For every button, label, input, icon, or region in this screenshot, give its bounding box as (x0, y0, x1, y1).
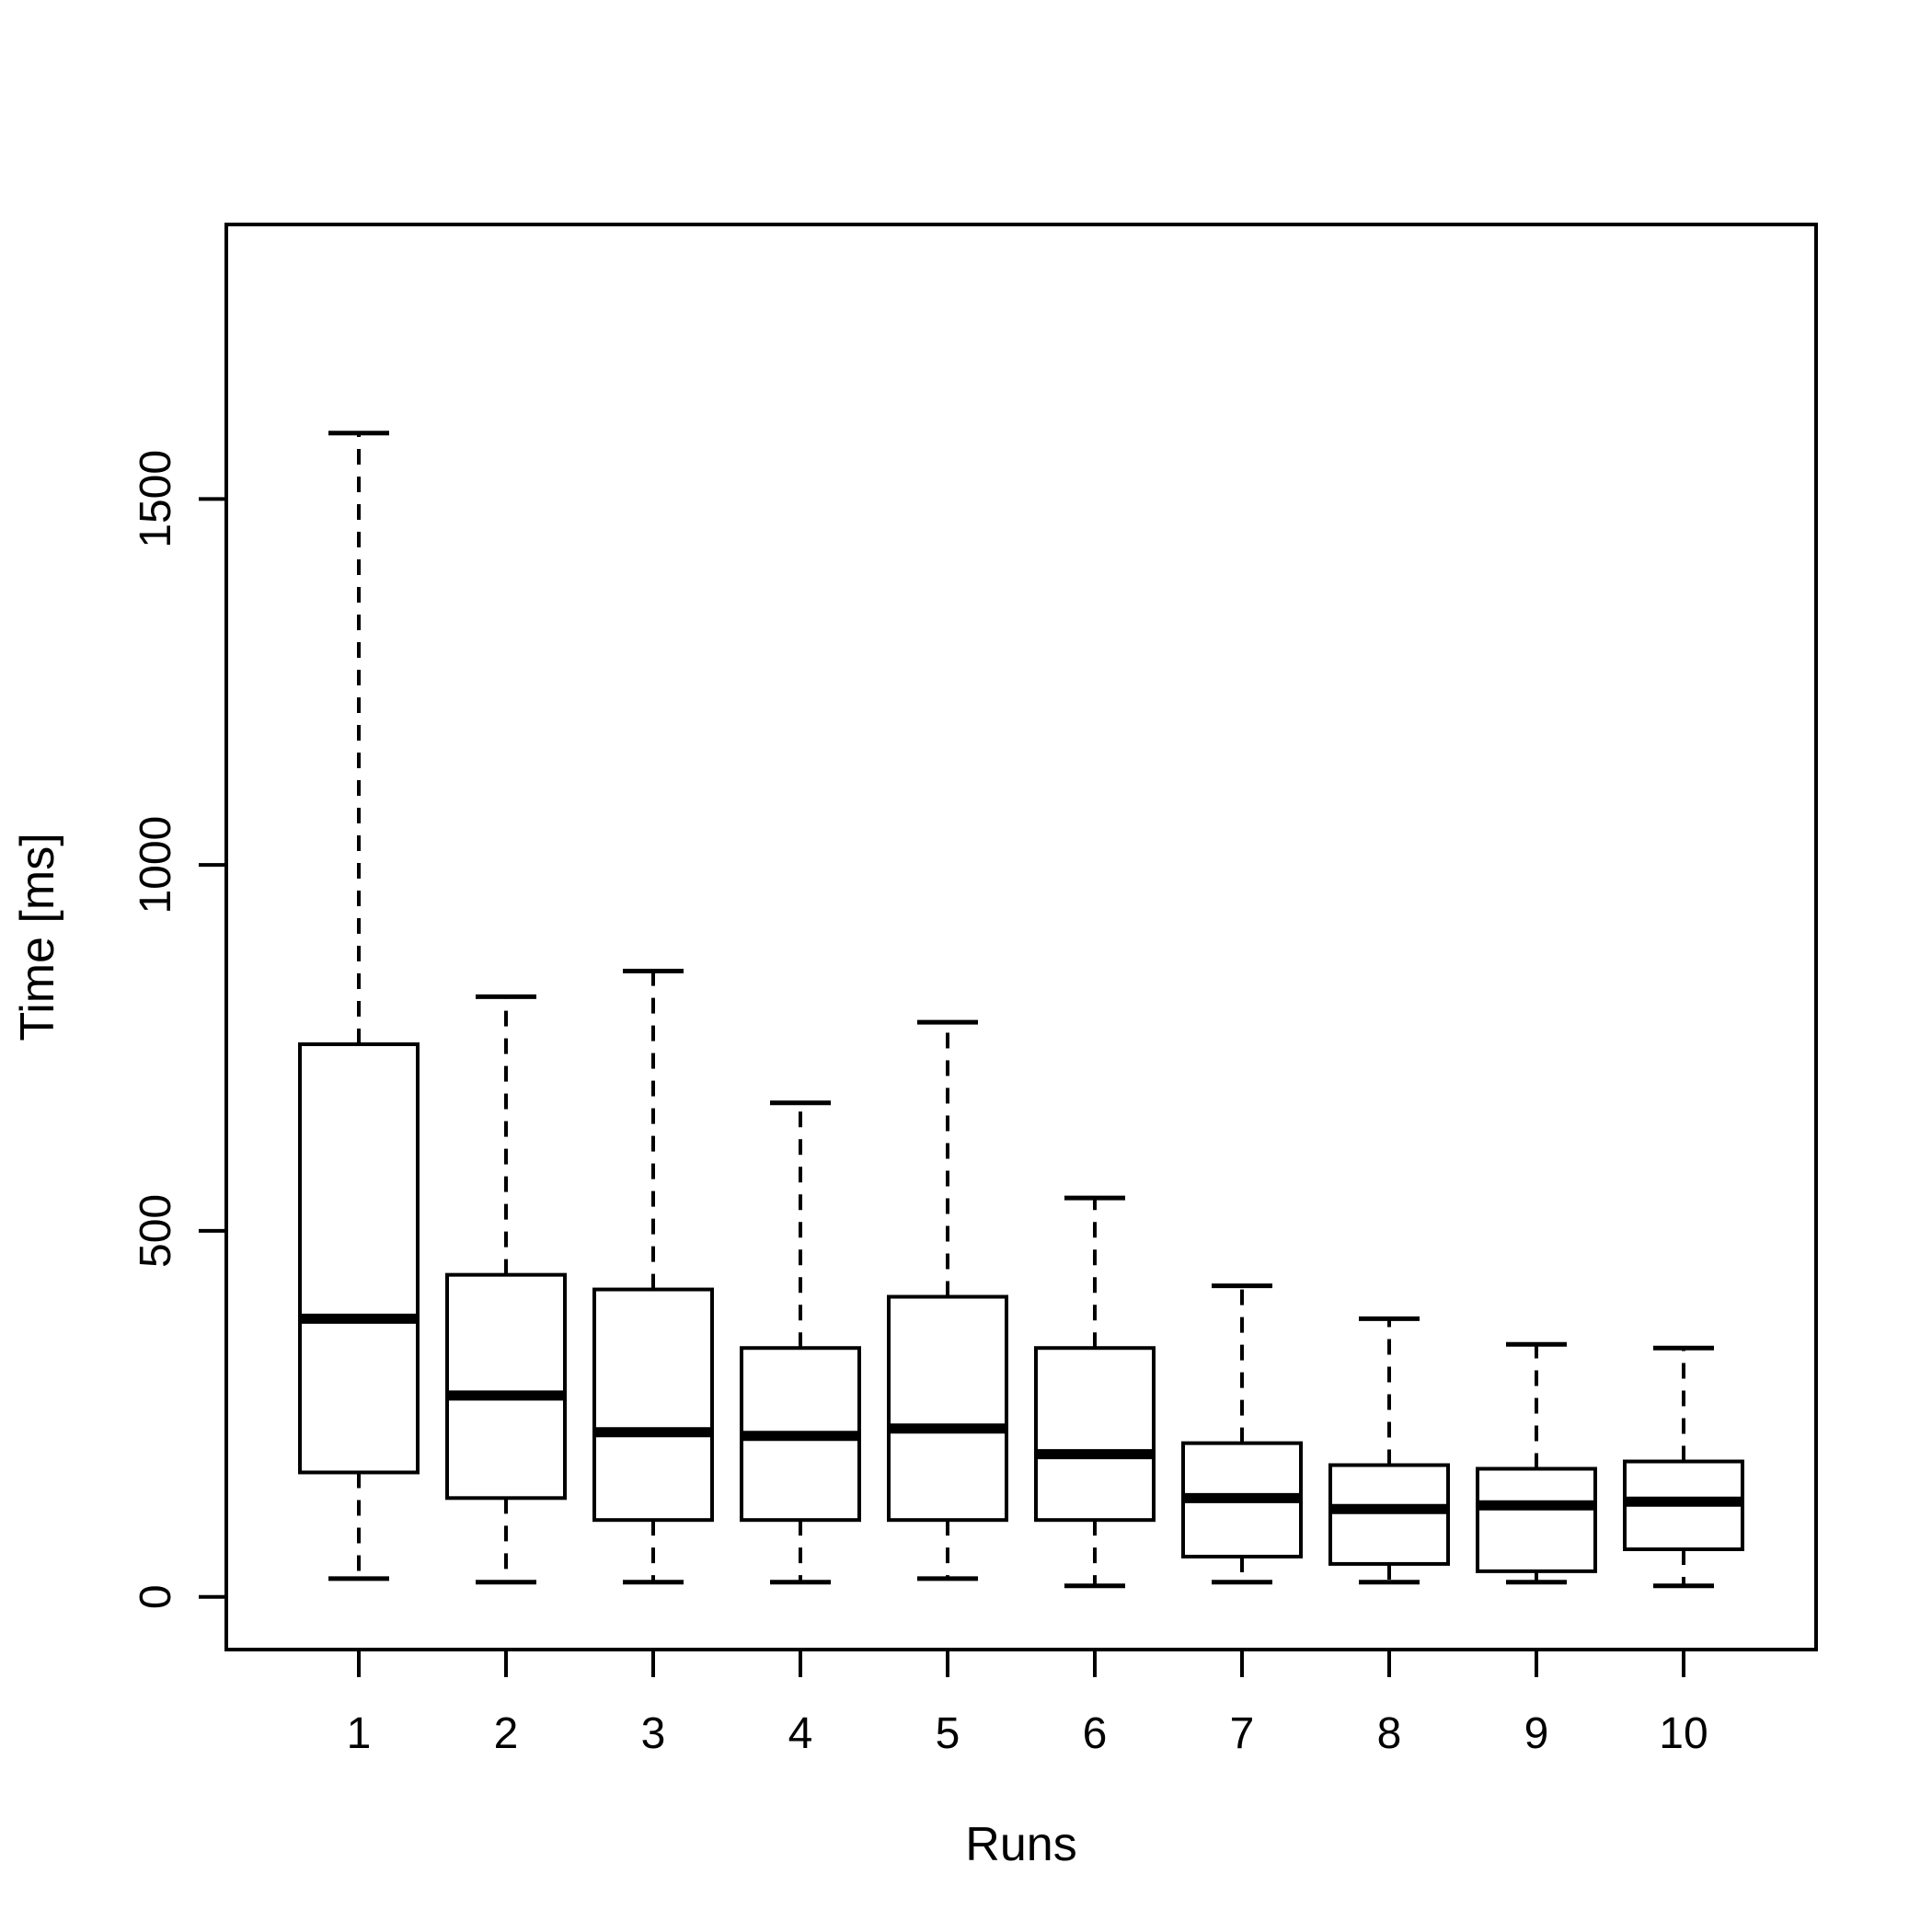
x-axis-label: Runs (965, 1818, 1076, 1871)
box-run-2 (445, 1272, 567, 1501)
box-run-5 (887, 1294, 1008, 1523)
x-tick-label-2: 2 (494, 1709, 519, 1758)
box-run-9 (1476, 1466, 1597, 1573)
x-tick-label-5: 5 (936, 1709, 960, 1758)
box-run-8 (1328, 1463, 1450, 1566)
y-tick-label-1500: 1500 (132, 450, 180, 548)
y-tick-label-500: 500 (132, 1194, 180, 1268)
y-tick-label-1000: 1000 (132, 816, 180, 914)
box-run-1 (298, 1042, 420, 1475)
y-axis-label: Time [ms] (11, 833, 64, 1041)
x-tick-label-1: 1 (347, 1709, 372, 1758)
x-tick-label-3: 3 (641, 1709, 666, 1758)
y-tick-label-0: 0 (132, 1584, 180, 1609)
box-run-6 (1034, 1346, 1156, 1523)
x-tick-label-4: 4 (788, 1709, 813, 1758)
x-tick-label-7: 7 (1230, 1709, 1255, 1758)
box-run-3 (592, 1287, 714, 1523)
x-tick-label-10: 10 (1659, 1709, 1708, 1758)
plot-frame (224, 223, 1818, 1651)
x-tick-label-6: 6 (1083, 1709, 1108, 1758)
x-tick-label-8: 8 (1377, 1709, 1402, 1758)
x-tick-label-9: 9 (1524, 1709, 1549, 1758)
